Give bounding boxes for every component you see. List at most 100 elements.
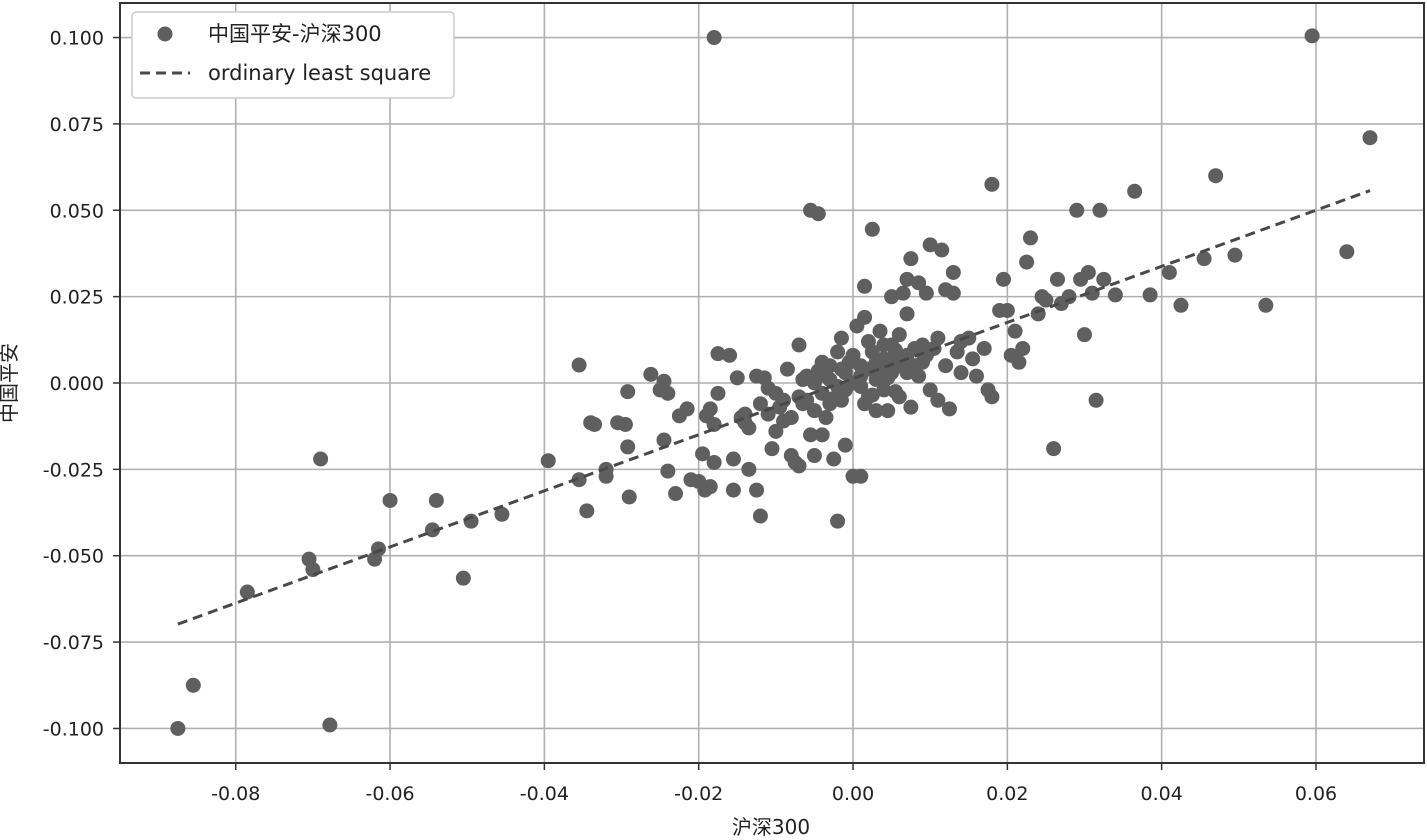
scatter-point xyxy=(810,363,826,379)
scatter-point xyxy=(818,410,834,426)
scatter-point xyxy=(370,541,386,557)
regression-line xyxy=(177,189,1371,626)
scatter-point xyxy=(1038,292,1054,308)
x-axis-ticks: -0.08 -0.06 -0.04 -0.02 0.00 0.02 0.04 0.06 xyxy=(211,763,1337,805)
scatter-point xyxy=(934,242,950,258)
scatter-point xyxy=(313,451,329,467)
scatter-point xyxy=(1339,244,1355,260)
scatter-point xyxy=(899,365,915,381)
x-tick-label: -0.06 xyxy=(365,783,414,805)
scatter-point xyxy=(860,334,876,350)
scatter-point xyxy=(1107,287,1123,303)
scatter-points xyxy=(170,28,1378,736)
scatter-point xyxy=(1092,202,1108,218)
scatter-point xyxy=(660,463,676,479)
scatter-point xyxy=(880,403,896,419)
scatter-point xyxy=(868,372,884,388)
x-tick-label: 0.00 xyxy=(832,783,874,805)
y-tick-label: 0.000 xyxy=(50,373,104,395)
legend-marker-points xyxy=(157,26,173,42)
scatter-point xyxy=(598,468,614,484)
scatter-point xyxy=(1022,230,1038,246)
y-tick-label: -0.100 xyxy=(43,718,104,740)
scatter-point xyxy=(741,420,757,436)
scatter-point xyxy=(768,385,784,401)
y-tick-label: -0.075 xyxy=(43,632,104,654)
scatter-point xyxy=(571,357,587,373)
scatter-point xyxy=(322,717,338,733)
scatter-point xyxy=(791,458,807,474)
x-tick-label: 0.04 xyxy=(1141,783,1183,805)
scatter-point xyxy=(1227,247,1243,263)
scatter-point xyxy=(1088,392,1104,408)
scatter-point xyxy=(806,448,822,464)
scatter-point xyxy=(1069,202,1085,218)
scatter-point xyxy=(1076,327,1092,343)
scatter-point xyxy=(729,370,745,386)
scatter-point xyxy=(826,451,842,467)
scatter-point xyxy=(725,482,741,498)
scatter-point xyxy=(1049,271,1065,287)
scatter-point xyxy=(945,285,961,301)
scatter-point xyxy=(571,472,587,488)
y-tick-label: 0.050 xyxy=(50,200,104,222)
scatter-point xyxy=(1362,130,1378,146)
legend-label-points: 中国平安-沪深300 xyxy=(208,22,382,46)
scatter-point xyxy=(965,351,981,367)
scatter-point xyxy=(830,344,846,360)
scatter-point xyxy=(880,370,896,386)
scatter-point xyxy=(884,289,900,305)
y-tick-label: -0.050 xyxy=(43,546,104,568)
scatter-point xyxy=(976,340,992,356)
y-axis-ticks: 0.100 0.075 0.050 0.025 0.000 -0.025 -0.050 -0.… xyxy=(43,28,120,740)
scatter-point xyxy=(845,347,861,363)
legend-box xyxy=(131,11,455,99)
scatter-point xyxy=(710,346,726,362)
scatter-point xyxy=(814,427,830,443)
scatter-point xyxy=(806,375,822,391)
y-tick-label: 0.075 xyxy=(50,114,104,136)
x-tick-label: 0.02 xyxy=(986,783,1028,805)
scatter-point xyxy=(903,399,919,415)
scatter-point xyxy=(1196,251,1212,267)
x-tick-label: 0.06 xyxy=(1295,783,1337,805)
scatter-point xyxy=(455,570,471,586)
scatter-point xyxy=(907,340,923,356)
scatter-point xyxy=(1161,264,1177,280)
scatter-point xyxy=(922,382,938,398)
scatter-point xyxy=(617,416,633,432)
scatter-point xyxy=(911,275,927,291)
scatter-point xyxy=(1208,168,1224,184)
ols-line xyxy=(177,189,1371,626)
scatter-point xyxy=(968,368,984,384)
x-tick-label: -0.02 xyxy=(674,783,723,805)
scatter-point xyxy=(930,330,946,346)
scatter-point xyxy=(424,522,440,538)
scatter-point xyxy=(494,506,510,522)
scatter-point xyxy=(706,30,722,46)
scatter-point xyxy=(428,492,444,508)
scatter-point xyxy=(853,378,869,394)
scatter-point xyxy=(679,401,695,417)
scatter-point xyxy=(953,365,969,381)
scatter-point xyxy=(752,396,768,412)
y-axis-label: 中国平安 xyxy=(0,343,21,423)
x-tick-label: -0.08 xyxy=(211,783,260,805)
scatter-point xyxy=(995,271,1011,287)
scatter-point xyxy=(891,389,907,405)
scatter-point xyxy=(722,347,738,363)
scatter-point xyxy=(1046,441,1062,457)
scatter-point xyxy=(620,439,636,455)
scatter-point xyxy=(941,401,957,417)
scatter-point xyxy=(706,416,722,432)
scatter-point xyxy=(643,366,659,382)
scatter-point xyxy=(803,427,819,443)
scatter-point xyxy=(764,441,780,457)
scatter-point xyxy=(239,584,255,600)
scatter-point xyxy=(918,285,934,301)
scatter-point xyxy=(864,221,880,237)
scatter-point xyxy=(540,453,556,469)
scatter-point xyxy=(783,410,799,426)
scatter-point xyxy=(1080,264,1096,280)
scatter-point xyxy=(1127,183,1143,199)
